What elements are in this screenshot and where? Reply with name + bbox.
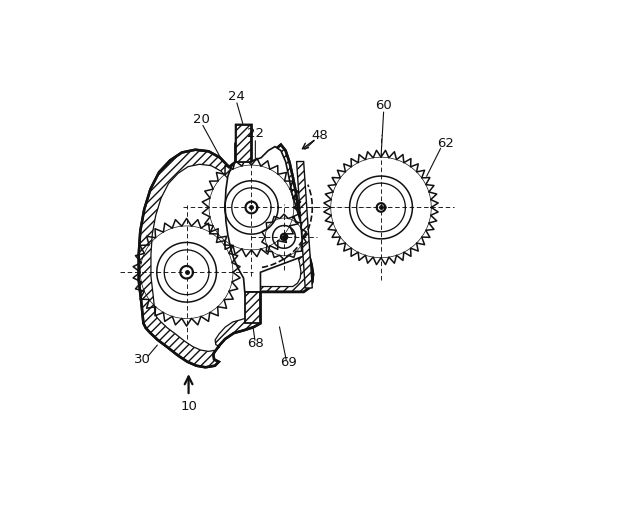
Text: 62: 62 — [437, 137, 454, 150]
Text: 10: 10 — [180, 400, 197, 412]
Polygon shape — [297, 162, 312, 289]
Text: 69: 69 — [280, 356, 297, 369]
Text: 20: 20 — [193, 112, 210, 126]
Polygon shape — [225, 147, 308, 292]
Text: 68: 68 — [247, 336, 263, 349]
Polygon shape — [151, 144, 301, 352]
Text: 48: 48 — [311, 128, 328, 142]
Polygon shape — [236, 126, 251, 162]
Text: 22: 22 — [247, 127, 264, 140]
Polygon shape — [245, 292, 260, 324]
Polygon shape — [139, 126, 313, 367]
Text: 60: 60 — [375, 98, 392, 111]
Text: 30: 30 — [135, 352, 151, 365]
Text: 24: 24 — [228, 90, 244, 103]
